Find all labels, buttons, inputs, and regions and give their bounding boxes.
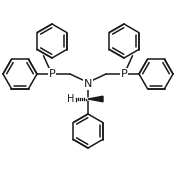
Text: H: H [67, 94, 75, 104]
Text: N: N [84, 79, 92, 89]
Text: P: P [49, 69, 55, 79]
Text: P: P [121, 69, 127, 79]
Polygon shape [88, 96, 103, 102]
